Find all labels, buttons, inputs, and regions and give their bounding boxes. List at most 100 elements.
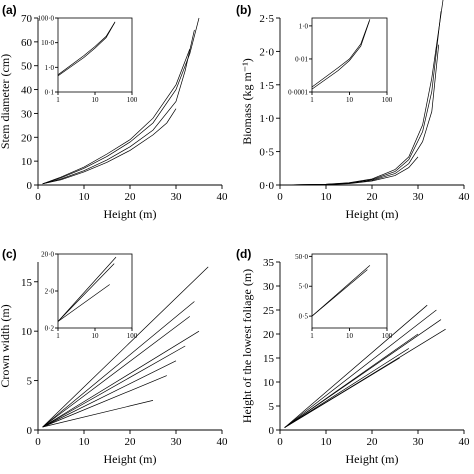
x-tick-label: 20 <box>367 191 379 203</box>
inset-x-tick-label: 100 <box>127 96 138 104</box>
x-axis-title: Height (m) <box>104 452 157 466</box>
inset-x-tick-label: 10 <box>92 332 100 340</box>
y-tick-label: 40 <box>21 85 33 97</box>
inset-c: 1 10 100 0·2 2·0 20·0 <box>41 251 138 341</box>
y-axis-title: Crown width (m) <box>0 304 12 387</box>
y-tick-label: 0·0 <box>259 180 274 192</box>
y-tick-label: 10 <box>21 326 33 338</box>
inset-x-tick-label: 100 <box>382 332 393 340</box>
y-axis-title: Biomass (kg m⁻¹) <box>240 58 254 145</box>
inset-series-line-3 <box>57 284 110 322</box>
inset-y-tick-label: 0·1 <box>45 89 55 97</box>
y-tick-label: 2·0 <box>259 46 274 58</box>
x-tick-label: 0 <box>277 436 283 448</box>
x-tick-label: 20 <box>125 436 137 448</box>
inset-frame <box>311 17 388 93</box>
x-tick-label: 30 <box>171 191 183 203</box>
series-line-5 <box>284 333 419 428</box>
y-tick-label: 60 <box>21 37 33 49</box>
x-tick-label: 0 <box>277 191 283 203</box>
inset-y-tick-label: 20·0 <box>41 251 54 259</box>
inset-y-tick-label: 5·0 <box>299 283 309 291</box>
x-tick-label: 0 <box>35 191 41 203</box>
inset-x-tick-label: 1 <box>56 332 60 340</box>
x-axis-title: Height (m) <box>104 207 157 221</box>
inset-y-tick-label: 0·2 <box>45 325 55 333</box>
x-tick-label: 10 <box>321 191 333 203</box>
series-line-8 <box>42 400 154 428</box>
inset-y-tick-label: 2·0 <box>45 288 55 296</box>
panel-label: (b) <box>236 3 251 17</box>
y-tick-label: 1·5 <box>259 80 274 92</box>
series-line-4 <box>284 0 444 186</box>
series-line-1 <box>284 304 428 428</box>
y-tick-label: 35 <box>263 257 275 269</box>
inset-x-tick-label: 10 <box>346 332 354 340</box>
x-tick-label: 10 <box>321 436 333 448</box>
inset-x-tick-label: 100 <box>127 332 138 340</box>
inset-x-tick-label: 10 <box>346 96 354 104</box>
inset-x-tick-label: 1 <box>310 332 314 340</box>
x-tick-label: 40 <box>459 191 471 203</box>
inset-series-line-1 <box>311 19 371 88</box>
inset-x-tick-label: 100 <box>382 96 393 104</box>
panel-label: (a) <box>2 3 17 17</box>
x-tick-label: 30 <box>413 436 425 448</box>
inset-x-tick-label: 1 <box>56 96 60 104</box>
series-line-3 <box>42 108 177 185</box>
inset-a: 1 10 100 0·1 1·0 10·0 100·0 <box>38 15 138 105</box>
inset-series-line-1 <box>57 21 116 76</box>
inset-y-tick-label: 0·5 <box>299 313 309 321</box>
inset-x-tick-label: 10 <box>92 96 100 104</box>
inset-y-tick-label: 100·0 <box>38 15 55 23</box>
y-axis-title: Height of the lowest foliage (m) <box>240 269 254 423</box>
y-tick-label: 0 <box>27 425 33 437</box>
panel-d: (d) 0 10 20 30 40 0 5 10 15 20 25 30 35 Height (m) Heig… <box>236 247 470 466</box>
y-tick-label: 70 <box>21 13 33 25</box>
y-tick-label: 5 <box>27 376 33 388</box>
y-tick-label: 30 <box>263 281 275 293</box>
y-tick-label: 25 <box>263 305 275 317</box>
series-line-4 <box>42 330 200 428</box>
inset-series-line-2 <box>311 269 368 317</box>
inset-y-tick-label: 50·0 <box>295 253 308 261</box>
series-line-3 <box>284 156 419 186</box>
inset-series-line-2 <box>57 22 116 77</box>
y-tick-label: 0 <box>27 180 33 192</box>
series-line-2 <box>284 309 437 428</box>
y-tick-label: 15 <box>21 277 33 289</box>
y-tick-label: 1·0 <box>259 113 274 125</box>
series-line-6 <box>284 348 409 428</box>
y-tick-label: 20 <box>263 329 275 341</box>
inset-x-tick-label: 1 <box>310 96 314 104</box>
inset-series-line-2 <box>57 263 115 322</box>
inset-y-tick-label: 0·01 <box>295 55 308 63</box>
y-tick-label: 30 <box>21 108 33 120</box>
y-tick-label: 0 <box>269 425 275 437</box>
series-line-2 <box>42 301 195 428</box>
y-axis-title: Stem diameter (cm) <box>0 54 12 149</box>
inset-y-tick-label: 1·0 <box>299 22 309 30</box>
x-tick-label: 30 <box>171 436 183 448</box>
inset-y-tick-label: 10·0 <box>41 39 54 47</box>
y-tick-label: 20 <box>21 132 33 144</box>
y-tick-label: 10 <box>21 156 33 168</box>
panel-b: (b) 0 10 20 30 40 0·0 0·5 1·0 1·5 2·0 2·5 Height (m)… <box>236 0 470 221</box>
panel-c: (c) 0 10 20 30 40 0 5 10 15 Height (m) Crown width … <box>0 247 228 466</box>
x-tick-label: 20 <box>367 436 379 448</box>
y-tick-label: 50 <box>21 61 33 73</box>
x-tick-label: 40 <box>217 191 229 203</box>
series-line-7 <box>42 375 167 428</box>
series-line-2 <box>42 29 195 185</box>
panel-a: (a) 0 10 20 30 40 0 10 20 30 40 50 60 70 Height (m) Ste… <box>0 3 228 221</box>
panel-label: (c) <box>2 247 17 261</box>
series-line-1 <box>42 266 209 428</box>
x-tick-label: 10 <box>79 436 91 448</box>
series-line-4 <box>42 48 191 185</box>
inset-frame <box>57 17 133 93</box>
x-tick-label: 0 <box>35 436 41 448</box>
x-tick-label: 10 <box>79 191 91 203</box>
inset-y-tick-label: 0·0001 <box>288 89 308 97</box>
x-axis-title: Height (m) <box>346 207 399 221</box>
